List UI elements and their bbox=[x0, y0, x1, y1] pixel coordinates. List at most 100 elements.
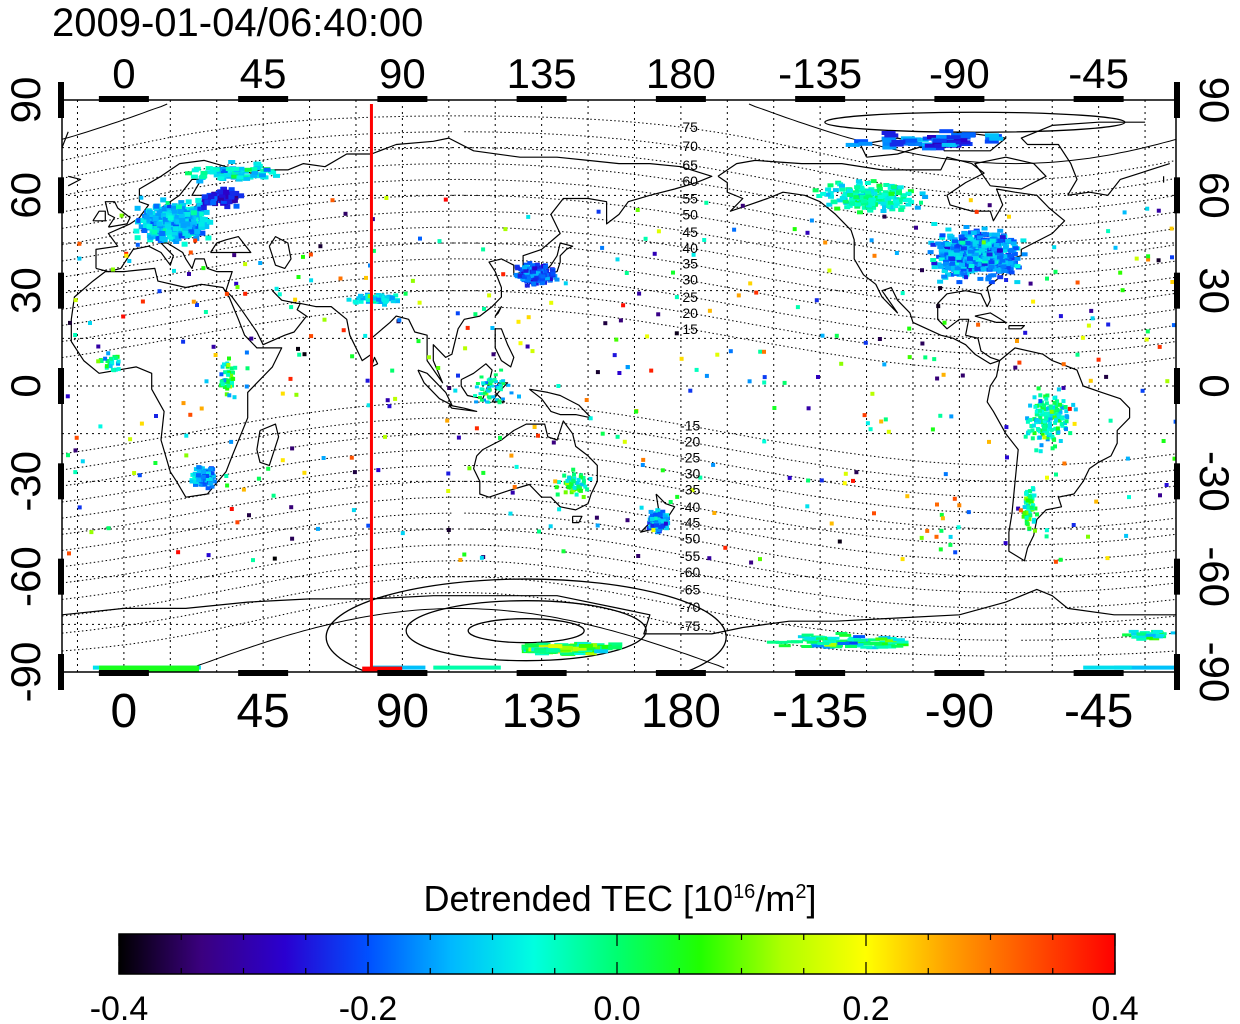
coastline bbox=[417, 369, 453, 406]
tec-cell bbox=[1041, 412, 1045, 417]
tec-cell bbox=[220, 382, 225, 387]
tec-cell bbox=[68, 320, 72, 325]
tec-cell bbox=[890, 185, 897, 190]
tec-cell bbox=[671, 270, 675, 275]
tec-cell bbox=[997, 253, 1004, 257]
tec-cell bbox=[579, 473, 583, 478]
coastline bbox=[1008, 325, 1025, 330]
tec-cell bbox=[614, 337, 619, 342]
tec-cell bbox=[498, 435, 502, 440]
tec-cell bbox=[219, 379, 224, 384]
tec-cell bbox=[509, 453, 514, 458]
tec-cell bbox=[1146, 254, 1151, 259]
tec-cell bbox=[863, 340, 868, 345]
tec-cell bbox=[1073, 407, 1078, 412]
tec-cell bbox=[880, 209, 887, 213]
tec-cell bbox=[250, 167, 258, 172]
tec-cell bbox=[225, 167, 233, 171]
tec-cell bbox=[943, 472, 948, 477]
contour-label: -30 bbox=[680, 465, 700, 481]
tec-cell bbox=[1002, 245, 1009, 250]
tec-cell bbox=[907, 355, 912, 360]
tec-cell bbox=[1026, 507, 1031, 512]
tec-cell bbox=[1080, 335, 1085, 340]
colorbar-title: Detrended TEC [1016/m2] bbox=[0, 870, 1240, 921]
tec-cell bbox=[839, 183, 845, 188]
tec-cell bbox=[1056, 387, 1061, 392]
bottom-lon-tick-label: -45 bbox=[1064, 685, 1133, 738]
tec-cell bbox=[987, 439, 991, 444]
tec-cell bbox=[198, 221, 205, 227]
tec-cell bbox=[650, 513, 655, 518]
tec-cell bbox=[487, 385, 491, 389]
tec-cell bbox=[280, 458, 285, 463]
tec-cell bbox=[509, 391, 514, 395]
tec-cell bbox=[1064, 427, 1068, 432]
right-tick-bar bbox=[1174, 272, 1180, 309]
tec-cell bbox=[860, 198, 867, 203]
tec-cell bbox=[73, 298, 78, 303]
tec-cell bbox=[367, 294, 372, 299]
tec-cell bbox=[656, 312, 661, 317]
tec-cell bbox=[251, 558, 255, 563]
tec-cell bbox=[230, 380, 234, 385]
tec-cell bbox=[674, 295, 679, 300]
tec-cell bbox=[576, 484, 581, 489]
tec-cell bbox=[226, 372, 231, 377]
tec-cell bbox=[1059, 421, 1064, 426]
magnetic-contour bbox=[62, 480, 1176, 546]
tec-cell bbox=[622, 439, 627, 444]
tec-cell bbox=[193, 479, 199, 484]
tec-cell bbox=[865, 421, 870, 426]
tec-cell bbox=[962, 262, 969, 267]
tec-cell bbox=[501, 382, 506, 386]
tec-cell bbox=[1049, 409, 1054, 414]
tec-cell bbox=[73, 333, 78, 337]
tec-cell bbox=[67, 551, 71, 556]
tec-cell bbox=[881, 192, 888, 197]
tec-cell bbox=[1142, 636, 1153, 640]
tec-cell bbox=[1047, 421, 1052, 426]
tec-cell bbox=[106, 526, 111, 531]
tec-cell bbox=[1040, 409, 1045, 414]
coastline bbox=[528, 388, 592, 419]
tec-cell bbox=[943, 257, 950, 262]
left-lat-tick-label: 60 bbox=[2, 172, 49, 219]
tec-cell bbox=[1172, 456, 1176, 461]
tec-cell bbox=[732, 227, 737, 232]
tec-cell bbox=[289, 505, 294, 510]
tec-cell bbox=[859, 194, 866, 199]
tec-cell bbox=[967, 256, 973, 261]
tec-cell bbox=[176, 204, 182, 210]
tec-cell bbox=[986, 252, 993, 257]
contour-label: 40 bbox=[682, 240, 698, 256]
tec-cell bbox=[475, 382, 480, 385]
tec-cell bbox=[1134, 256, 1139, 261]
tec-cell bbox=[351, 508, 356, 513]
top-lon-tick-label: -135 bbox=[778, 50, 862, 97]
tec-cell bbox=[181, 401, 186, 406]
tec-cell bbox=[1037, 403, 1042, 408]
tec-cell bbox=[989, 136, 1004, 141]
tec-cell bbox=[224, 204, 231, 210]
tec-cell bbox=[165, 229, 172, 235]
contour-label: -50 bbox=[680, 531, 700, 547]
tec-cell bbox=[1046, 413, 1051, 418]
tec-cell bbox=[154, 414, 158, 418]
tec-cell bbox=[584, 398, 589, 402]
tec-cell bbox=[495, 398, 500, 402]
tec-cell bbox=[988, 232, 995, 237]
tec-cell bbox=[1049, 413, 1054, 418]
tec-cell bbox=[901, 141, 916, 146]
tec-cell bbox=[882, 205, 886, 210]
colorbar-title-main: Detrended TEC [10 bbox=[423, 878, 734, 919]
tec-cell bbox=[193, 235, 200, 241]
tec-cell bbox=[1152, 630, 1163, 633]
tec-cell bbox=[972, 252, 979, 257]
contour-label: -70 bbox=[680, 599, 700, 615]
tec-cell bbox=[280, 391, 285, 396]
tec-cell bbox=[486, 395, 491, 399]
right-lat-tick-label: 0 bbox=[1191, 374, 1238, 397]
tec-cell bbox=[830, 199, 837, 204]
tec-cell bbox=[594, 515, 599, 520]
